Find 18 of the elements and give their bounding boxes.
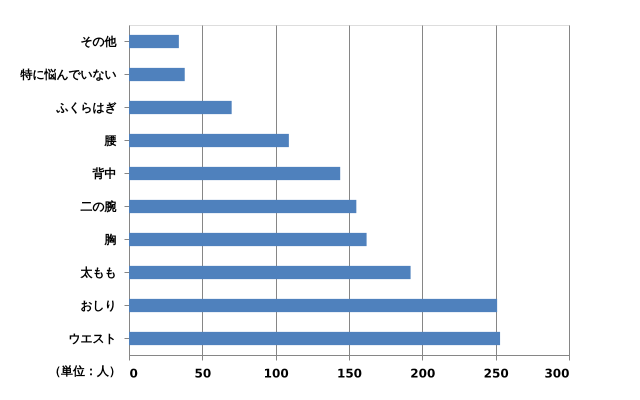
x-tick-label: 0	[130, 366, 138, 380]
y-tick-label: 腰	[104, 134, 116, 148]
y-tick-label: 胸	[104, 232, 116, 246]
y-tick-label: その他	[80, 34, 118, 48]
x-tick-label: 250	[484, 366, 509, 380]
y-tick-label: 二の腕	[80, 200, 116, 214]
x-tick-label: 150	[336, 366, 362, 380]
x-tick-label: 200	[410, 366, 436, 380]
y-tick-label: ウエスト	[68, 332, 116, 346]
y-tick-label: 特に悩んでいない	[20, 68, 116, 82]
y-tick-label: おしり	[80, 298, 116, 312]
x-tick-label: 100	[264, 366, 289, 380]
x-tick-label: 50	[194, 366, 212, 380]
y-tick-label: 太もも	[80, 266, 116, 280]
text: （単位：人）	[49, 364, 121, 378]
y-tick-label: 背中	[92, 166, 116, 180]
x-tick-label: 300	[544, 366, 570, 380]
y-tick-label: ふくらはぎ	[56, 100, 116, 114]
